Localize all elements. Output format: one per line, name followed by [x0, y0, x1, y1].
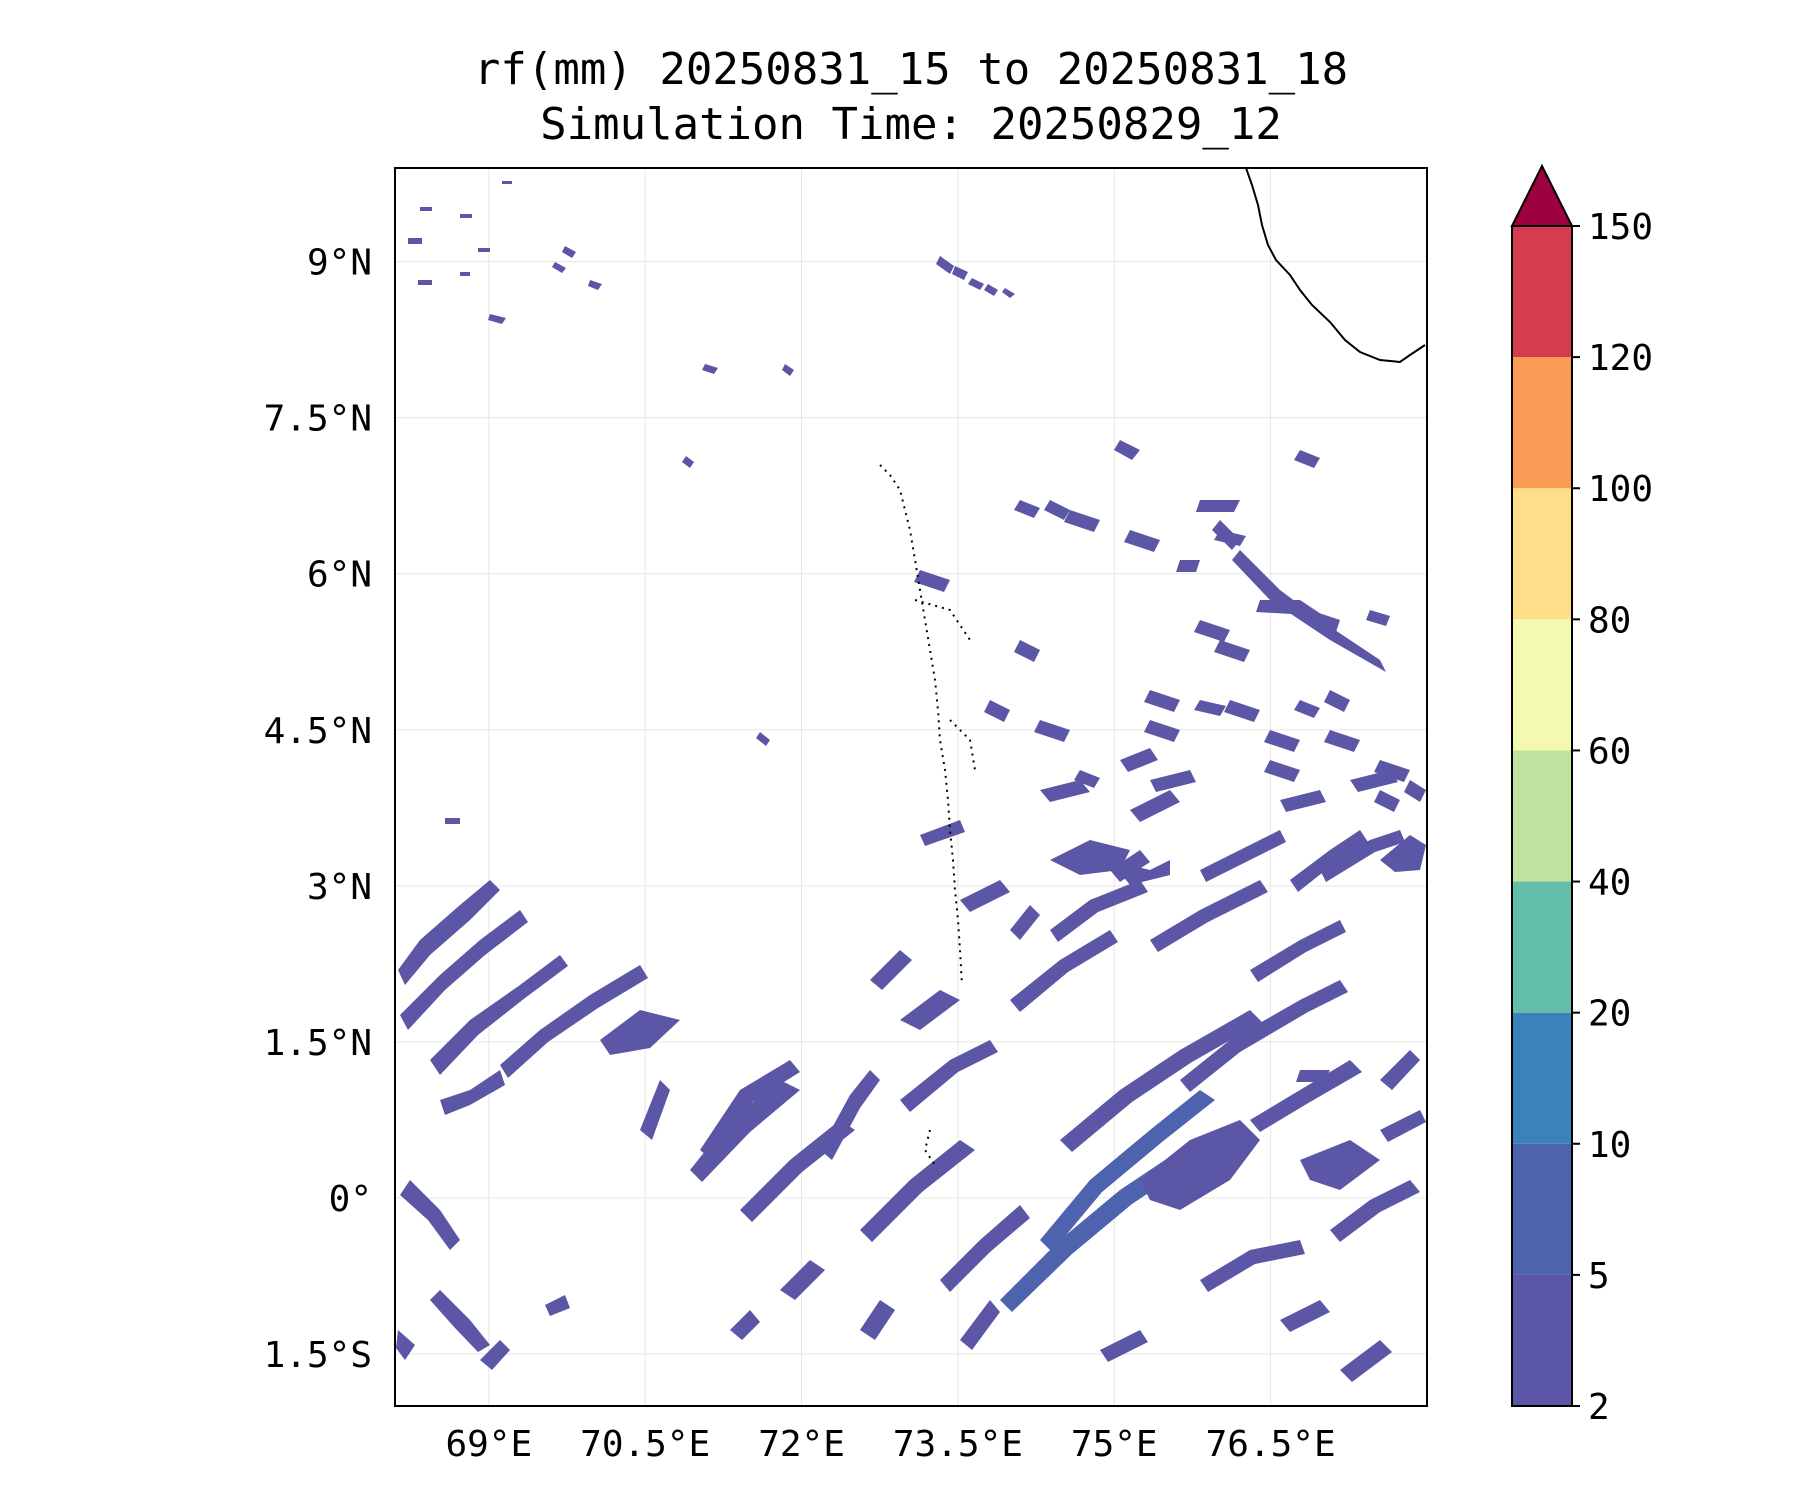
lon-tick-label: 73.5°E [893, 1424, 1023, 1465]
rain-scattered-northwest [408, 181, 1015, 824]
lon-tick-label: 75°E [1071, 1424, 1158, 1465]
map-panel: 69°E 70.5°E 72°E 73.5°E 75°E 76.5°E 9°N 7.5°N 6… [264, 167, 1428, 1465]
colorbar-segment [1512, 226, 1572, 358]
colorbar: 2 5 10 20 40 60 80 100 120 150 [1510, 163, 1653, 1428]
rain-scattered-north [914, 440, 1426, 1082]
colorbar-segment [1512, 1274, 1572, 1406]
rainfall-field [396, 181, 1426, 1382]
figure-title-line2: Simulation Time: 20250829_12 [540, 99, 1282, 150]
colorbar-segment [1512, 619, 1572, 751]
maldives-atolls [879, 464, 976, 1166]
longitude-tick-labels: 69°E 70.5°E 72°E 73.5°E 75°E 76.5°E [445, 1424, 1335, 1465]
colorbar-segment [1512, 357, 1572, 489]
rain-band-southeast [1000, 980, 1426, 1382]
latitude-tick-labels: 9°N 7.5°N 6°N 4.5°N 3°N 1.5°N 0° 1.5°S [264, 243, 372, 1376]
colorbar-segment [1512, 1012, 1572, 1144]
lon-tick-label: 72°E [758, 1424, 845, 1465]
rain-band-central [690, 820, 1118, 1350]
colorbar-tick-label: 40 [1588, 863, 1631, 904]
lat-tick-label: 9°N [307, 243, 372, 284]
lat-tick-label: 7.5°N [264, 399, 372, 440]
figure-title-line1: rf(mm) 20250831_15 to 20250831_18 [474, 44, 1348, 95]
colorbar-tick-label: 5 [1588, 1256, 1610, 1297]
colorbar-tick-label: 2 [1588, 1387, 1610, 1428]
lat-tick-label: 1.5°S [264, 1335, 372, 1376]
coastlines [879, 168, 1426, 1166]
colorbar-segment [1512, 881, 1572, 1013]
map-background [395, 168, 1427, 1406]
map-frame [394, 167, 1428, 1407]
colorbar-tick-label: 10 [1588, 1125, 1631, 1166]
lon-tick-label: 76.5°E [1206, 1424, 1336, 1465]
lat-tick-label: 0° [329, 1179, 372, 1220]
colorbar-tick-label: 120 [1588, 338, 1653, 379]
colorbar-segment [1512, 488, 1572, 620]
colorbar-tick-label: 60 [1588, 731, 1631, 772]
colorbar-segment [1512, 1143, 1572, 1275]
rain-band-east [1040, 748, 1426, 982]
lat-tick-label: 1.5°N [264, 1023, 372, 1064]
colorbar-segment [1512, 750, 1572, 882]
colorbar-extend-arrow [1510, 163, 1574, 227]
colorbar-tick-label: 100 [1588, 469, 1653, 510]
colorbar-tick-label: 150 [1588, 207, 1653, 248]
lat-tick-label: 4.5°N [264, 711, 372, 752]
lat-tick-label: 3°N [307, 867, 372, 908]
colorbar-frame [1511, 225, 1573, 1407]
colorbar-tick-label: 20 [1588, 994, 1631, 1035]
lon-tick-label: 69°E [445, 1424, 532, 1465]
lon-tick-label: 70.5°E [580, 1424, 710, 1465]
colorbar-tick-label: 80 [1588, 600, 1631, 641]
india-sri-lanka-coastline [1245, 168, 1426, 364]
lat-tick-label: 6°N [307, 555, 372, 596]
